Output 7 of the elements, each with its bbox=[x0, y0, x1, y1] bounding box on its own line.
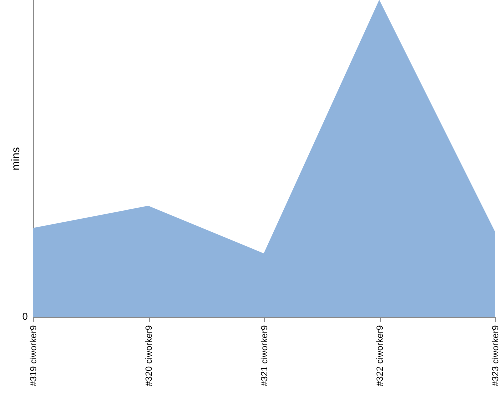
x-tick-label: #320 ciworker9 bbox=[144, 326, 154, 387]
annotation: 0 bbox=[22, 312, 28, 323]
y-axis-title: mins bbox=[10, 146, 22, 171]
x-tick-label: #322 ciworker9 bbox=[375, 326, 385, 387]
x-tick-label: #323 ciworker9 bbox=[490, 326, 500, 387]
x-tick-label: #321 ciworker9 bbox=[260, 326, 270, 387]
x-tick-label: #319 ciworker9 bbox=[28, 326, 38, 387]
